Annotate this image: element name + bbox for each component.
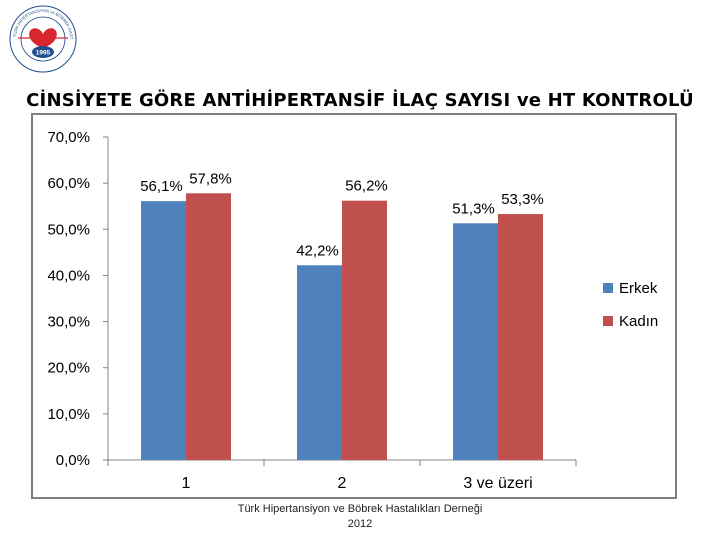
bar-kadın bbox=[342, 200, 387, 461]
y-tick-label: 60,0% bbox=[47, 175, 90, 192]
legend-label: Kadın bbox=[619, 313, 658, 330]
data-label: 42,2% bbox=[296, 242, 339, 259]
data-label: 51,3% bbox=[452, 200, 495, 217]
y-tick-label: 20,0% bbox=[47, 360, 90, 377]
x-tick-label: 3 ve üzeri bbox=[463, 475, 532, 492]
y-tick-label: 30,0% bbox=[47, 314, 90, 331]
bar-erkek bbox=[141, 201, 186, 460]
legend-swatch-erkek bbox=[603, 283, 613, 293]
footer-year: 2012 bbox=[347, 518, 373, 530]
x-tick-label: 2 bbox=[338, 475, 347, 492]
bar-chart: 0,0% 10,0% 20,0% 30,0% 40,0% 50,0% 60,0% 70,0% 1… bbox=[47, 129, 658, 492]
y-tick-label: 40,0% bbox=[47, 267, 90, 284]
data-label: 56,2% bbox=[345, 178, 388, 195]
bar-kadın bbox=[186, 193, 231, 460]
y-tick-label: 70,0% bbox=[47, 129, 90, 146]
footer-organization: Türk Hipertansiyon ve Böbrek Hastalıklar… bbox=[237, 503, 483, 515]
y-tick-label: 0,0% bbox=[56, 452, 90, 469]
logo-year: 1995 bbox=[36, 50, 51, 57]
legend-swatch-kadın bbox=[603, 316, 613, 326]
data-label: 53,3% bbox=[501, 191, 544, 208]
chart-frame: 0,0% 10,0% 20,0% 30,0% 40,0% 50,0% 60,0% 70,0% 1… bbox=[31, 113, 677, 499]
legend-label: Erkek bbox=[619, 280, 658, 297]
association-logo: 1995 TÜRK HİPERTANSİYON ve BÖBREK HASTAL… bbox=[8, 4, 77, 73]
data-label: 57,8% bbox=[189, 170, 232, 187]
footer: Türk Hipertansiyon ve Böbrek Hastalıklar… bbox=[160, 502, 560, 532]
y-tick-label: 10,0% bbox=[47, 406, 90, 423]
pulse-line-icon bbox=[18, 30, 68, 46]
x-tick-label: 1 bbox=[182, 475, 191, 492]
y-tick-label: 50,0% bbox=[47, 221, 90, 238]
data-label: 56,1% bbox=[140, 178, 183, 195]
bar-kadın bbox=[498, 214, 543, 460]
bar-erkek bbox=[297, 265, 342, 460]
page-title: CİNSİYETE GÖRE ANTİHİPERTANSİF İLAÇ SAYI… bbox=[26, 90, 694, 111]
bar-erkek bbox=[453, 223, 498, 460]
